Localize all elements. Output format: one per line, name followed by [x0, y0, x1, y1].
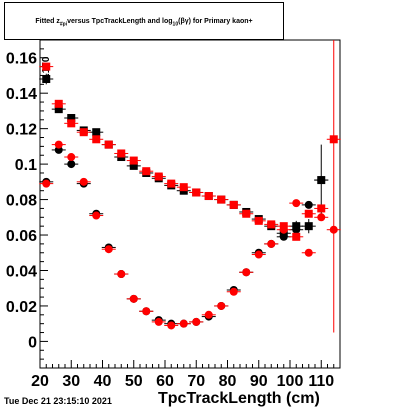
x-tick-label: 110	[308, 373, 334, 390]
x-axis-title: TpcTrackLength (cm)	[158, 390, 320, 407]
y-tick-label: 0	[28, 334, 37, 351]
data-point-square	[217, 195, 226, 204]
chart-title-box: Fitted z#pi versus TpcTrackLength and lo…	[4, 2, 284, 40]
data-point-circle	[317, 176, 326, 185]
timestamp: Tue Dec 21 23:15:10 2021	[4, 396, 112, 406]
data-point-square	[304, 209, 313, 218]
data-point-square	[192, 188, 201, 197]
data-point-circle	[267, 239, 276, 248]
y-tick-label: 0.12	[6, 122, 37, 139]
data-point-circle	[154, 317, 163, 326]
data-point-square	[317, 204, 326, 213]
data-point-square	[54, 105, 63, 114]
data-point-square	[142, 167, 151, 176]
data-point-circle	[129, 294, 138, 303]
x-tick-label: 80	[219, 373, 237, 390]
x-tick-label: 50	[125, 373, 143, 390]
data-point-circle	[167, 321, 176, 330]
data-point-circle	[67, 153, 76, 162]
y-tick-label: 0.1	[15, 157, 37, 174]
data-point-square	[129, 156, 138, 165]
data-point-circle	[67, 160, 76, 169]
y-tick-label: 0.14	[6, 86, 37, 103]
x-tick-label: 40	[94, 373, 112, 390]
data-point-square	[67, 119, 76, 128]
data-point-square	[292, 232, 301, 241]
chart-title: Fitted z#pi versus TpcTrackLength and lo…	[35, 18, 253, 28]
data-point-square	[129, 161, 138, 170]
data-point-square	[117, 149, 126, 158]
x-tick-label: 100	[277, 373, 304, 390]
x-tick-label: 30	[62, 373, 80, 390]
y-tick-label: 0.02	[6, 299, 37, 316]
y-tick-label: 0.16	[6, 51, 37, 68]
data-point-square	[329, 135, 338, 144]
data-point-square	[92, 128, 101, 137]
data-point-circle	[79, 177, 88, 186]
data-point-circle	[279, 225, 288, 234]
data-point-circle	[292, 199, 301, 208]
data-point-square	[304, 222, 313, 231]
data-point-square	[167, 179, 176, 188]
data-point-square	[92, 135, 101, 144]
data-point-circle	[117, 270, 126, 279]
data-point-circle	[242, 268, 251, 277]
y-tick-label: 0.04	[6, 263, 37, 280]
data-point-circle	[104, 245, 113, 254]
data-point-circle	[142, 307, 151, 316]
x-tick-label: 20	[31, 373, 49, 390]
data-point-circle	[204, 310, 213, 319]
data-point-circle	[292, 225, 301, 234]
data-point-square	[79, 128, 88, 137]
x-tick-label: 60	[156, 373, 174, 390]
x-tick-label: 90	[250, 373, 268, 390]
y-tick-label: 0.06	[6, 228, 37, 245]
data-point-circle	[279, 232, 288, 241]
data-point-circle	[317, 213, 326, 222]
data-point-square	[104, 140, 113, 149]
data-point-square	[42, 75, 51, 84]
data-point-circle	[229, 287, 238, 296]
data-point-circle	[192, 317, 201, 326]
data-point-circle	[217, 301, 226, 310]
data-point-circle	[304, 248, 313, 257]
data-point-circle	[92, 211, 101, 220]
data-point-square	[267, 220, 276, 229]
data-point-square	[229, 200, 238, 209]
data-point-circle	[329, 225, 338, 234]
data-point-square	[42, 62, 51, 71]
data-point-square	[179, 183, 188, 192]
data-point-circle	[179, 319, 188, 328]
data-point-circle	[254, 250, 263, 259]
data-point-circle	[42, 179, 51, 188]
data-point-square	[242, 209, 251, 218]
data-point-circle	[304, 200, 313, 209]
data-point-square	[154, 172, 163, 181]
y-tick-label: 0.08	[6, 193, 37, 210]
data-point-circle	[54, 140, 63, 149]
data-point-square	[204, 192, 213, 201]
data-point-square	[254, 216, 263, 225]
data-point-square	[67, 114, 76, 123]
data-point-square	[54, 99, 63, 108]
x-tick-label: 70	[187, 373, 205, 390]
